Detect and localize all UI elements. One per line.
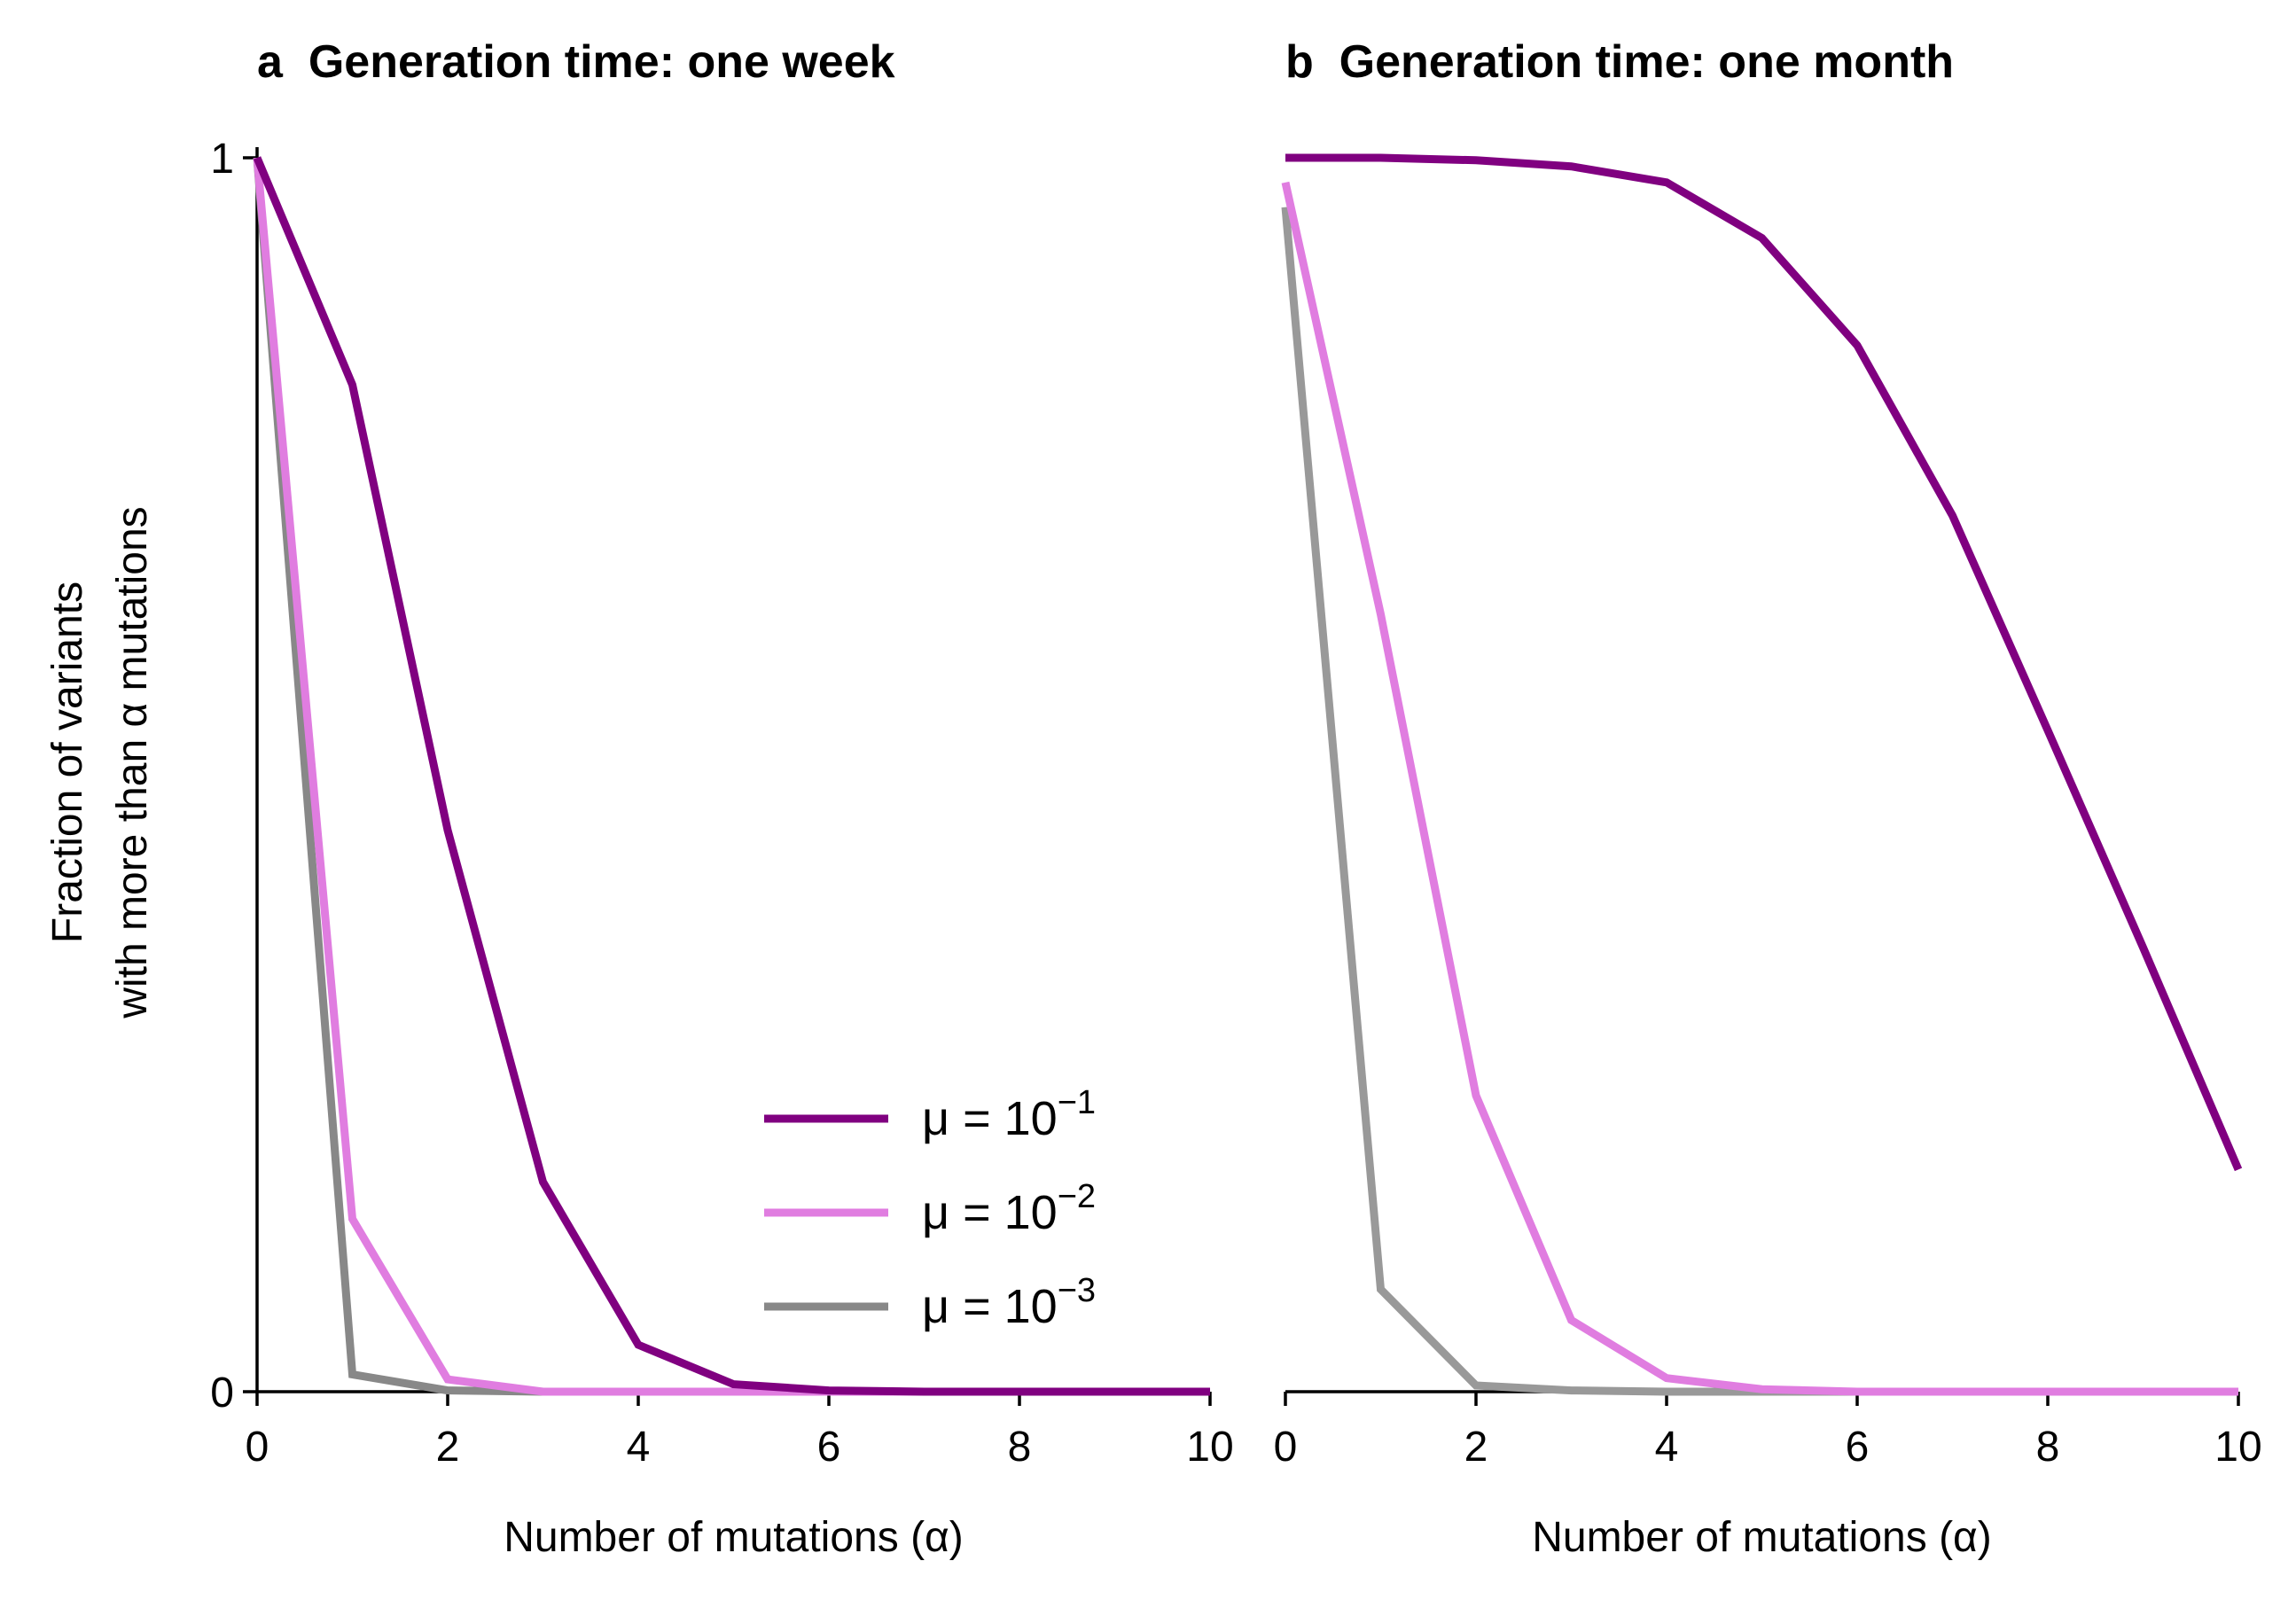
panel-a-title-text: Generation time: one week xyxy=(308,36,895,88)
legend-label: μ = 10−3 xyxy=(922,1272,1096,1333)
x-tick-label: 4 xyxy=(627,1424,651,1471)
x-tick-label: 2 xyxy=(436,1424,460,1471)
legend-label: μ = 10−2 xyxy=(922,1178,1096,1239)
series-line-mu-1 xyxy=(1285,153,2243,1172)
x-tick-label: 6 xyxy=(1846,1424,1870,1471)
y-tick-label: 0 xyxy=(210,1370,234,1417)
panel-b-title-text: Generation time: one month xyxy=(1339,36,1955,88)
x-tick-label: 0 xyxy=(246,1424,269,1471)
y-axis-label-line2: with more than α mutations xyxy=(109,506,156,1019)
x-tick-label: 4 xyxy=(1655,1424,1679,1471)
panel-b-letter: b xyxy=(1285,36,1314,88)
x-axis-label: Number of mutations (α) xyxy=(504,1514,964,1561)
panel-a-title: a Generation time: one week xyxy=(257,35,895,89)
y-axis-label-line1: Fraction of variants xyxy=(44,581,91,943)
series-line-mu-1 xyxy=(253,156,1210,1396)
x-axis-label: Number of mutations (α) xyxy=(1532,1514,1992,1561)
legend-label: μ = 10−1 xyxy=(922,1084,1096,1145)
panel-b: 0 2 4 6 8 10 Number of mutations (α) xyxy=(1274,153,2262,1561)
x-tick-label: 8 xyxy=(2036,1424,2060,1471)
series-line-mu-2 xyxy=(1281,181,2238,1396)
x-tick-label: 6 xyxy=(817,1424,841,1471)
x-tick-label: 8 xyxy=(1008,1424,1032,1471)
legend: μ = 10−1 μ = 10−2 μ = 10−3 xyxy=(764,1084,1096,1333)
panel-a-letter: a xyxy=(257,36,283,88)
x-tick-label: 2 xyxy=(1464,1424,1488,1471)
panel-b-title: b Generation time: one month xyxy=(1285,35,1954,89)
x-tick-label: 0 xyxy=(1274,1424,1298,1471)
y-tick-label: 1 xyxy=(210,136,234,183)
series-line-mu-3 xyxy=(1281,207,2238,1396)
x-tick-label: 10 xyxy=(2214,1424,2261,1471)
x-tick-label: 10 xyxy=(1186,1424,1233,1471)
